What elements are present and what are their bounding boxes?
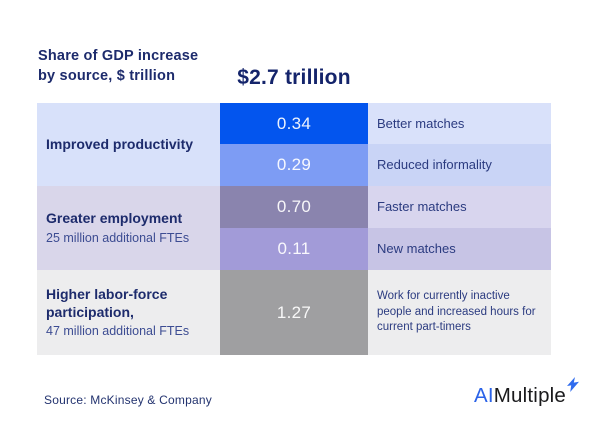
bar-value: 0.29 — [276, 155, 312, 174]
group-sublabel: 25 million additional FTEs — [46, 230, 190, 245]
group-improved-productivity: Improved productivity — [37, 103, 220, 186]
category-label: Reduced informality — [377, 157, 492, 172]
source-attribution: Source: McKinsey & Company — [44, 393, 212, 407]
category-label: Faster matches — [377, 199, 467, 214]
logo-suffix: Multiple — [493, 384, 567, 407]
group-label: Higher labor-force participation, — [46, 286, 168, 320]
group-greater-employment: Greater employment 25 million additional… — [37, 186, 220, 270]
category-label: Work for currently inactive people and i… — [377, 290, 536, 334]
group-label: Greater employment — [46, 210, 183, 227]
group-sublabel: 47 million additional FTEs — [46, 324, 190, 338]
aimultiple-logo: AIMultiple — [474, 377, 580, 408]
group-higher-labor-force-participation: Higher labor-force participation, 47 mil… — [37, 270, 220, 355]
category-better-matches: Better matches — [368, 103, 551, 144]
logo-prefix: AI — [474, 384, 494, 407]
bar-value: 0.70 — [276, 197, 312, 216]
gdp-breakdown-table: Improved productivity Greater employment… — [37, 103, 551, 355]
group-label: Improved productivity — [46, 135, 194, 152]
category-label: New matches — [377, 241, 456, 256]
value-bar-labor-force-participation: 1.27 — [220, 270, 368, 355]
bar-value: 1.27 — [276, 302, 312, 322]
category-label: Better matches — [377, 115, 465, 131]
chart-title: Share of GDP increase by source, $ trill… — [38, 46, 198, 86]
bar-value: 0.34 — [276, 113, 312, 133]
category-reduced-informality: Reduced informality — [368, 144, 551, 186]
chart-title-line1: Share of GDP increase — [38, 48, 199, 64]
bar-value: 0.11 — [277, 239, 311, 258]
value-bar-reduced-informality: 0.29 — [220, 144, 368, 186]
value-bar-better-matches: 0.34 — [220, 103, 368, 144]
category-inactive-people-description: Work for currently inactive people and i… — [368, 270, 551, 355]
value-bar-new-matches: 0.11 — [220, 228, 368, 270]
value-bar-faster-matches: 0.70 — [220, 186, 368, 228]
total-value: $2.7 trillion — [237, 66, 351, 89]
category-new-matches: New matches — [368, 228, 551, 270]
chart-title-line2: by source, $ trillion — [38, 68, 176, 84]
logo-spark-icon — [567, 377, 580, 392]
category-faster-matches: Faster matches — [368, 186, 551, 228]
